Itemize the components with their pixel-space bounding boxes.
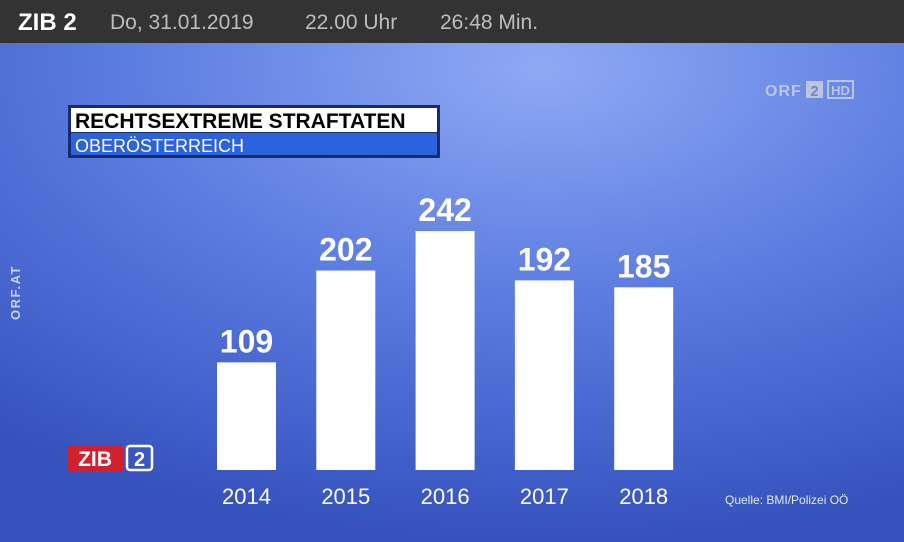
side-label: ORF.AT: [8, 265, 23, 320]
value-label: 242: [418, 192, 471, 228]
chart-title: RECHTSEXTREME STRAFTATEN: [75, 110, 406, 133]
show-logo-name: ZIB: [78, 448, 112, 471]
top-bar: [0, 0, 904, 43]
title-box: RECHTSEXTREME STRAFTATEN OBERÖSTERREICH: [68, 105, 440, 158]
x-tick-label: 2015: [321, 484, 370, 509]
source: Quelle: BMI/Polizei OÖ: [725, 493, 848, 507]
value-label: 109: [220, 323, 273, 359]
time: 22.00 Uhr: [305, 11, 397, 34]
bar: [514, 280, 574, 470]
show-name: ZIB 2: [18, 9, 77, 36]
value-label: 185: [617, 248, 670, 284]
date: Do, 31.01.2019: [110, 11, 254, 34]
show-logo-box: [67, 445, 123, 471]
channel-quality: HD: [831, 83, 850, 98]
bar: [316, 270, 376, 470]
bar: [217, 362, 276, 470]
show-logo: ZIB 2: [67, 444, 154, 472]
x-tick-label: 2014: [222, 484, 271, 509]
title-background: [71, 108, 437, 132]
value-label: 202: [319, 232, 372, 268]
chart-subtitle: OBERÖSTERREICH: [75, 136, 244, 156]
show-logo-number-box: [125, 444, 154, 472]
subtitle-background: [71, 133, 437, 155]
x-tick-label: 2018: [619, 484, 668, 509]
show-logo-number: 2: [134, 449, 145, 471]
x-tick-label: 2016: [421, 484, 470, 509]
quality-box: [827, 80, 854, 99]
bar: [614, 287, 674, 470]
channel-logo: ORF 2 HD: [765, 80, 854, 100]
channel-name: ORF: [765, 83, 802, 100]
channel-number: 2: [810, 83, 818, 100]
channel-number-box: [806, 81, 823, 98]
duration: 26:48 Min.: [440, 11, 538, 34]
bar: [415, 231, 475, 470]
value-label: 192: [518, 241, 571, 277]
x-tick-label: 2017: [520, 484, 569, 509]
plot: 2014 109 2015 202 2016 242 2017 192 2018 185: [217, 192, 674, 509]
